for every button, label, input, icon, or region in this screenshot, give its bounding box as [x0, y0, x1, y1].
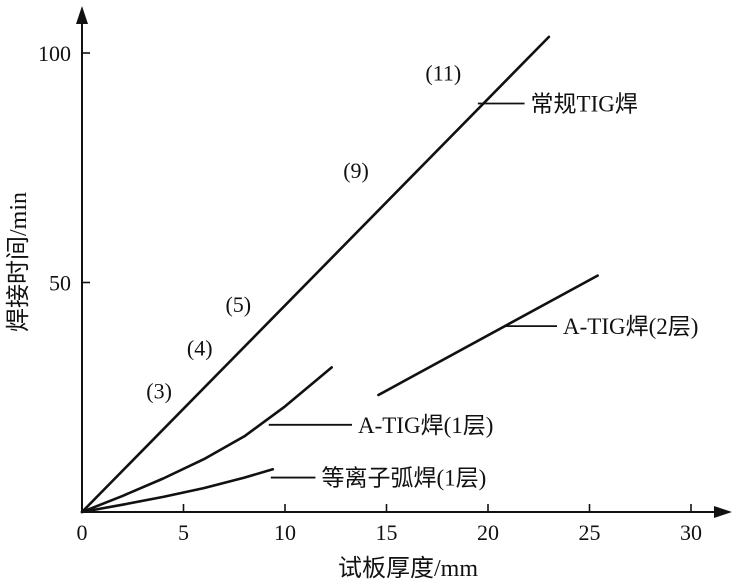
- series-label-1: 常规TIG焊: [531, 91, 638, 116]
- series-label-3: A-TIG焊(1层): [358, 413, 493, 438]
- labels: 常规TIG焊 A-TIG焊(2层) A-TIG焊(1层) 等离子弧焊(1层) (3) (4…: [146, 60, 698, 490]
- x-tick-label: 30: [680, 520, 702, 545]
- x-tick-label: 5: [178, 520, 189, 545]
- data-annotation: (9): [343, 158, 369, 183]
- x-tick-label: 15: [376, 520, 398, 545]
- ticks: 0 5 10 15 20 25 30 50 100: [38, 41, 702, 545]
- series-leaders: [268, 102, 558, 479]
- series-line-3: [80, 366, 333, 514]
- data-annotation: (5): [225, 292, 251, 317]
- axes: [76, 6, 732, 518]
- series-line-2: [377, 274, 599, 397]
- series-label-4: 等离子弧焊(1层): [321, 466, 486, 491]
- series-line-1: [80, 35, 551, 514]
- data-annotation: (11): [425, 60, 461, 85]
- y-axis-label: 焊接时间/min: [5, 192, 32, 332]
- x-tick-label: 25: [579, 520, 601, 545]
- x-tick-label: 10: [274, 520, 296, 545]
- x-tick-label: 20: [477, 520, 499, 545]
- y-tick-label: 100: [38, 41, 71, 66]
- x-axis-arrow-icon: [714, 506, 732, 518]
- x-tick-label: 0: [77, 520, 88, 545]
- y-axis-arrow-icon: [76, 6, 88, 24]
- series-line-4: [80, 468, 275, 514]
- x-axis-label: 试板厚度/mm: [338, 555, 478, 582]
- data-annotation: (4): [187, 336, 213, 361]
- series-label-2: A-TIG焊(2层): [563, 314, 698, 339]
- series: [80, 35, 599, 514]
- data-annotation: (3): [146, 378, 172, 403]
- y-tick-label: 50: [49, 271, 71, 296]
